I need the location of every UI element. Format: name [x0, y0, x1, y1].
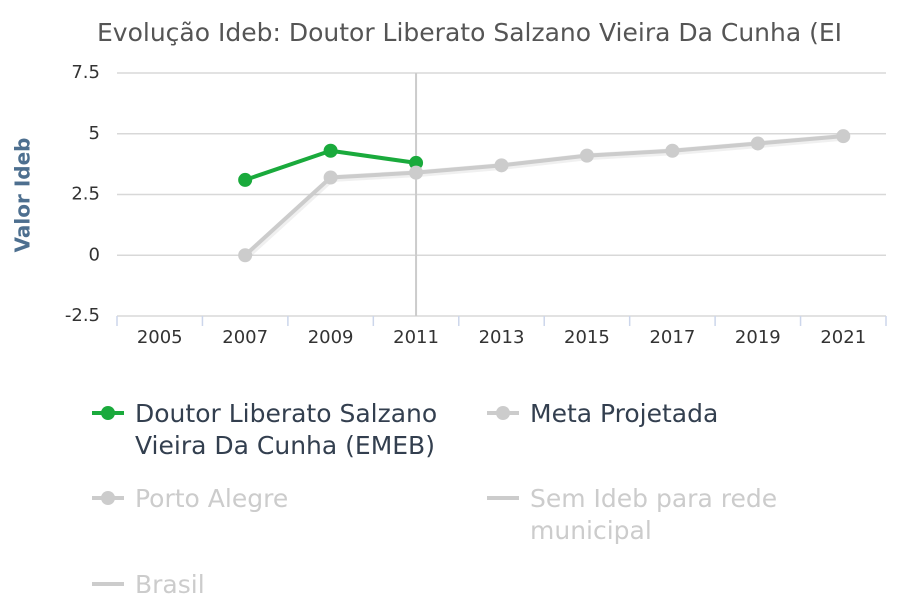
legend-symbol: [92, 582, 124, 586]
point: [238, 172, 253, 187]
legend-label[interactable]: Doutor Liberato Salzano Vieira Da Cunha …: [135, 399, 438, 460]
legend-marker: [496, 406, 510, 420]
legend-label[interactable]: Brasil: [135, 570, 205, 596]
x-tick-label: 2011: [393, 327, 439, 348]
point: [579, 148, 594, 163]
legend-label[interactable]: Meta Projetada: [530, 399, 719, 428]
point: [409, 165, 424, 180]
chart: Evolução Ideb: Doutor Liberato Salzano V…: [11, 18, 887, 348]
y-tick-label: 5: [89, 123, 100, 144]
legend-label[interactable]: Porto Alegre: [135, 484, 289, 513]
point: [750, 136, 765, 151]
y-tick-label: 7.5: [71, 62, 100, 83]
x-tick-label: 2015: [564, 327, 610, 348]
legend-symbol: [92, 406, 124, 420]
y-tick-label: -2.5: [65, 305, 100, 326]
series-line: [243, 134, 844, 257]
y-axis-label: Valor Ideb: [11, 138, 35, 253]
point: [665, 143, 680, 158]
legend-symbol: [487, 496, 519, 500]
legend-symbol: [92, 491, 124, 505]
legend-marker: [101, 406, 115, 420]
x-tick-label: 2005: [137, 327, 183, 348]
point: [238, 248, 253, 263]
y-tick-label: 2.5: [71, 184, 100, 205]
x-tick-label: 2007: [222, 327, 268, 348]
x-tick-label: 2017: [649, 327, 695, 348]
legend-symbol: [487, 406, 519, 420]
legend-label[interactable]: Sem Ideb para rede municipal: [530, 484, 778, 545]
chart-title: Evolução Ideb: Doutor Liberato Salzano V…: [97, 18, 842, 47]
point: [323, 170, 338, 185]
point: [836, 129, 851, 144]
point: [323, 143, 338, 158]
point: [494, 158, 509, 173]
x-tick-label: 2009: [308, 327, 354, 348]
x-tick-label: 2021: [820, 327, 866, 348]
y-tick-label: 0: [89, 244, 100, 265]
point: [409, 155, 424, 170]
legend-marker: [101, 491, 115, 505]
x-tick-label: 2019: [735, 327, 781, 348]
x-tick-label: 2013: [479, 327, 525, 348]
